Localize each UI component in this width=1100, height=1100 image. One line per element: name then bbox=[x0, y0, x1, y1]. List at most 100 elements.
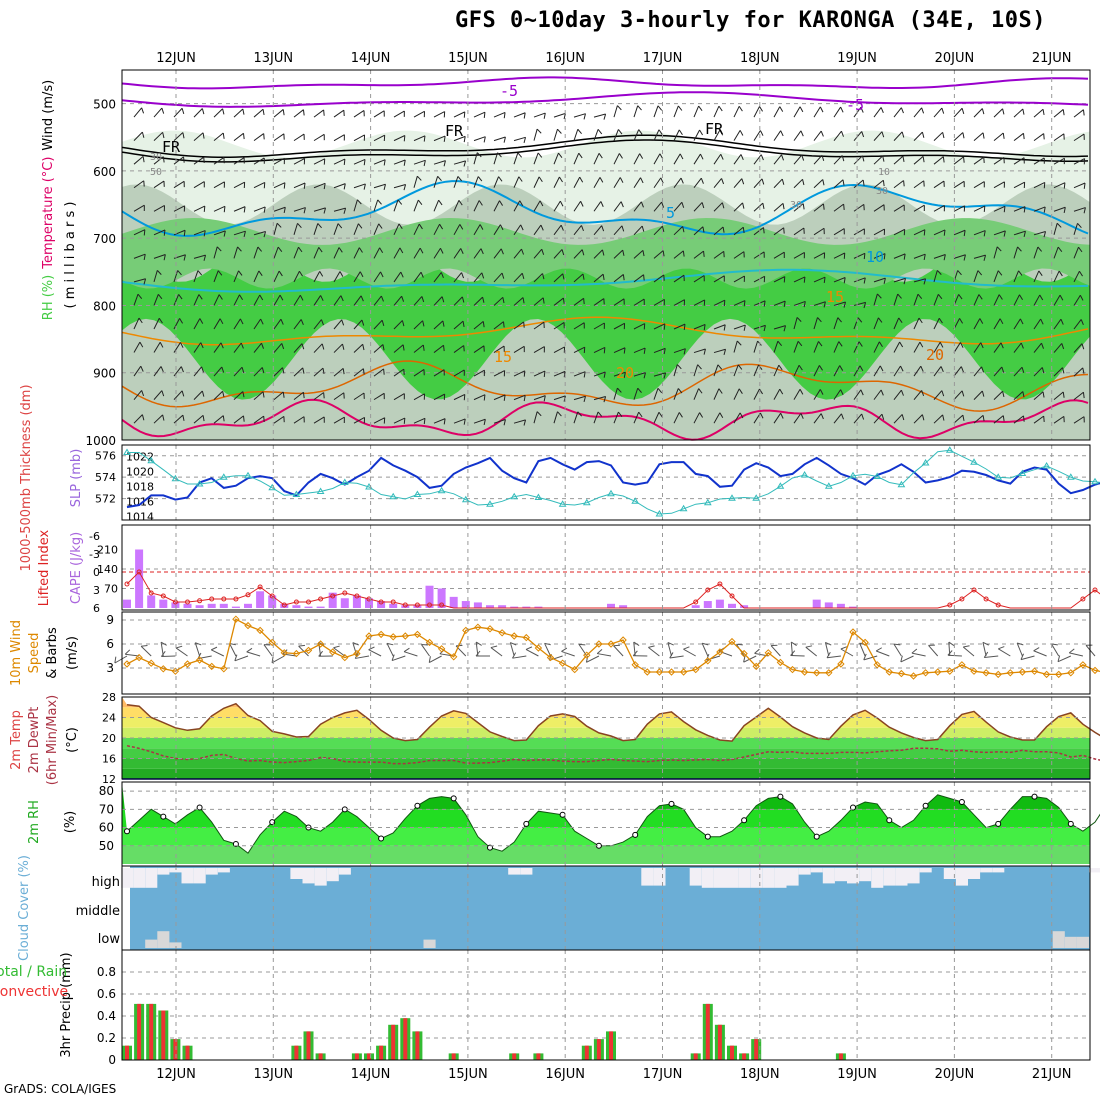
wind-barb bbox=[753, 202, 765, 212]
wind-barb bbox=[273, 109, 285, 118]
wind-barb bbox=[873, 228, 886, 236]
wind-barb bbox=[553, 273, 565, 283]
wind-barb bbox=[673, 323, 686, 330]
lifted-index-point bbox=[148, 590, 154, 596]
wind-barb bbox=[1013, 366, 1025, 377]
surface-wind-barb bbox=[229, 643, 237, 657]
high-cloud-bar bbox=[810, 868, 823, 873]
wind-barb bbox=[213, 415, 225, 424]
wind-barb bbox=[893, 277, 906, 285]
wind-barb bbox=[833, 341, 843, 353]
wind-barb bbox=[213, 270, 223, 283]
wind-barb bbox=[593, 177, 604, 188]
wind-barb bbox=[493, 272, 505, 283]
cape-bar bbox=[231, 606, 240, 608]
rh-point bbox=[559, 811, 566, 818]
wind-barb bbox=[693, 177, 704, 189]
lifted-index-line bbox=[126, 571, 1100, 609]
wind-barb bbox=[1073, 391, 1085, 401]
wind-barb bbox=[293, 295, 304, 306]
wind-barb bbox=[813, 252, 826, 259]
wind-barb bbox=[613, 347, 626, 354]
wind-barb bbox=[893, 341, 904, 353]
wind-barb bbox=[233, 181, 246, 189]
cape-bar bbox=[498, 605, 507, 608]
wind-barb bbox=[1053, 367, 1065, 377]
wind-tick-label: 3 bbox=[106, 661, 114, 675]
wind-barb bbox=[133, 390, 145, 400]
wind-barb bbox=[333, 367, 345, 377]
wind-barb bbox=[473, 152, 482, 165]
wind-barb bbox=[1053, 182, 1066, 189]
wind-barb bbox=[673, 412, 683, 424]
wind-barb bbox=[173, 294, 183, 306]
wind-barb bbox=[593, 249, 605, 259]
high-cloud-bar bbox=[508, 868, 521, 875]
slp-point bbox=[1018, 469, 1027, 476]
rh-point bbox=[704, 833, 711, 840]
wind-barb bbox=[453, 320, 465, 330]
wind-barb bbox=[553, 152, 563, 165]
wind-barb bbox=[233, 318, 244, 330]
slp-point bbox=[655, 510, 664, 517]
wind-barb bbox=[293, 343, 305, 353]
wind-barb bbox=[493, 111, 506, 119]
surface-wind-barb bbox=[667, 642, 674, 657]
wind-barb bbox=[1073, 246, 1083, 259]
wind-barb bbox=[693, 412, 704, 424]
wind-barb bbox=[933, 414, 945, 424]
wind-barb bbox=[973, 414, 985, 424]
wind-barb bbox=[453, 296, 465, 306]
precip-convective-bar bbox=[294, 1045, 299, 1060]
wind-barb bbox=[853, 341, 863, 353]
surface-wind-barb bbox=[1033, 647, 1047, 657]
cloud-row-label: low bbox=[98, 932, 121, 947]
surface-wind-barb bbox=[509, 642, 517, 657]
high-cloud-bar bbox=[689, 868, 702, 886]
wind-speed-point bbox=[1067, 669, 1075, 677]
wind-barb bbox=[673, 299, 686, 306]
wind-barb bbox=[513, 370, 526, 377]
wind-barb bbox=[473, 176, 483, 188]
wind-barb bbox=[673, 274, 685, 283]
precip-convective-bar bbox=[754, 1039, 759, 1060]
wind-barb bbox=[273, 270, 283, 283]
high-cloud-bar bbox=[834, 868, 847, 882]
wind-barb bbox=[353, 134, 366, 142]
high-cloud-bar bbox=[326, 868, 339, 882]
wind-barb bbox=[653, 201, 665, 212]
wind-barb bbox=[393, 223, 403, 236]
wind-barb bbox=[133, 156, 145, 165]
wind-barb bbox=[673, 348, 686, 355]
wind-speed-point bbox=[982, 669, 990, 677]
wind-barb bbox=[993, 366, 1005, 377]
cloud-background bbox=[130, 866, 1090, 950]
cape-bar bbox=[280, 603, 289, 608]
wind-barb bbox=[293, 133, 305, 142]
lifted-index-point bbox=[221, 596, 227, 602]
wind-barb bbox=[753, 251, 765, 259]
precip-convective-bar bbox=[838, 1053, 843, 1060]
pressure-tick-label: 500 bbox=[93, 98, 116, 112]
day-label-bottom: 12JUN bbox=[156, 1067, 196, 1082]
wind-barb bbox=[1053, 270, 1063, 283]
wind-barb bbox=[833, 317, 842, 330]
slp-point bbox=[607, 489, 615, 497]
wind-barb bbox=[233, 230, 246, 237]
wind-barb bbox=[433, 320, 445, 330]
high-cloud-bar bbox=[121, 868, 134, 888]
wind-barb bbox=[873, 365, 884, 377]
day-label-bottom: 16JUN bbox=[545, 1067, 585, 1082]
surface-wind-barb bbox=[1016, 642, 1024, 657]
wind-barb bbox=[1013, 181, 1026, 189]
lifted-index-point bbox=[427, 602, 432, 608]
wind-barb bbox=[233, 157, 245, 165]
wind-barb bbox=[173, 156, 185, 165]
cape-bar bbox=[824, 602, 833, 608]
wind-barb bbox=[153, 107, 165, 118]
wind-barb bbox=[973, 132, 985, 142]
high-cloud-bar bbox=[955, 868, 968, 886]
wind-barb bbox=[773, 178, 785, 189]
wind-speed-point bbox=[268, 638, 276, 647]
wind-speed-point bbox=[207, 662, 216, 671]
